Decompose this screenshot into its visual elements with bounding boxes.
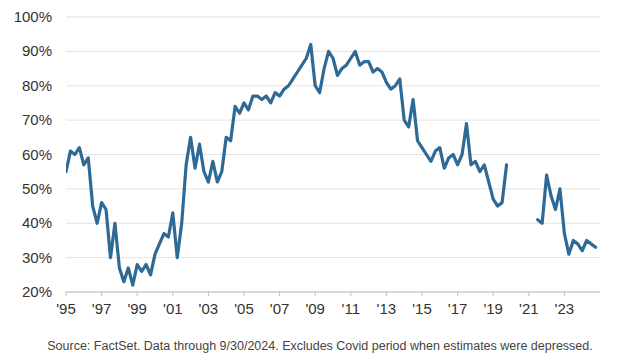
- x-tick-label: '15: [412, 300, 432, 317]
- x-axis-line: [66, 292, 600, 293]
- y-tick-label: 80%: [22, 77, 52, 94]
- x-tick: [66, 292, 67, 296]
- grid-line: [66, 120, 600, 121]
- x-tick-label: '21: [519, 300, 539, 317]
- x-tick: [422, 292, 423, 296]
- source-note: Source: FactSet. Data through 9/30/2024.…: [47, 339, 592, 353]
- y-tick-label: 30%: [22, 249, 52, 266]
- x-tick-label: '23: [555, 300, 575, 317]
- grid-line: [66, 51, 600, 52]
- x-tick-label: '03: [199, 300, 219, 317]
- x-tick-label: '09: [305, 300, 325, 317]
- plot-area: [66, 45, 596, 286]
- y-tick-label: 50%: [22, 180, 52, 197]
- grid-line: [66, 257, 600, 258]
- x-tick-label: '01: [163, 300, 183, 317]
- x-tick-label: '99: [127, 300, 147, 317]
- y-tick-label: 40%: [22, 214, 52, 231]
- x-tick-label: '07: [270, 300, 290, 317]
- chart: 20% 30% 40% 50% 60% 70% 80% 90% 100% '95 '97 '99 '01…: [0, 0, 640, 362]
- grid-line: [66, 154, 600, 155]
- x-tick: [101, 292, 102, 296]
- grid-line: [66, 223, 600, 224]
- x-tick: [279, 292, 280, 296]
- x-tick-label: '11: [342, 300, 360, 317]
- x-tick-label: '13: [377, 300, 397, 317]
- y-tick-label: 60%: [22, 146, 52, 163]
- x-tick-label: '97: [92, 300, 112, 317]
- x-tick: [386, 292, 387, 296]
- x-tick-label: '05: [234, 300, 254, 317]
- x-tick: [172, 292, 173, 296]
- grid-line: [66, 292, 600, 293]
- grid-line: [66, 85, 600, 86]
- y-tick-label: 70%: [22, 111, 52, 128]
- grid-line: [66, 188, 600, 189]
- x-tick: [244, 292, 245, 296]
- data-line: [66, 45, 596, 286]
- x-tick: [350, 292, 351, 296]
- x-tick: [457, 292, 458, 296]
- y-tick-label: 100%: [14, 8, 52, 25]
- grid-line: [66, 17, 600, 18]
- x-tick: [528, 292, 529, 296]
- x-tick-label: '17: [448, 300, 468, 317]
- x-tick: [208, 292, 209, 296]
- x-tick: [137, 292, 138, 296]
- x-tick-label: '95: [56, 300, 76, 317]
- y-tick-label: 90%: [22, 42, 52, 59]
- x-tick: [564, 292, 565, 296]
- x-tick: [315, 292, 316, 296]
- x-tick-label: '19: [483, 300, 503, 317]
- y-tick-label: 20%: [22, 283, 52, 300]
- x-tick: [493, 292, 494, 296]
